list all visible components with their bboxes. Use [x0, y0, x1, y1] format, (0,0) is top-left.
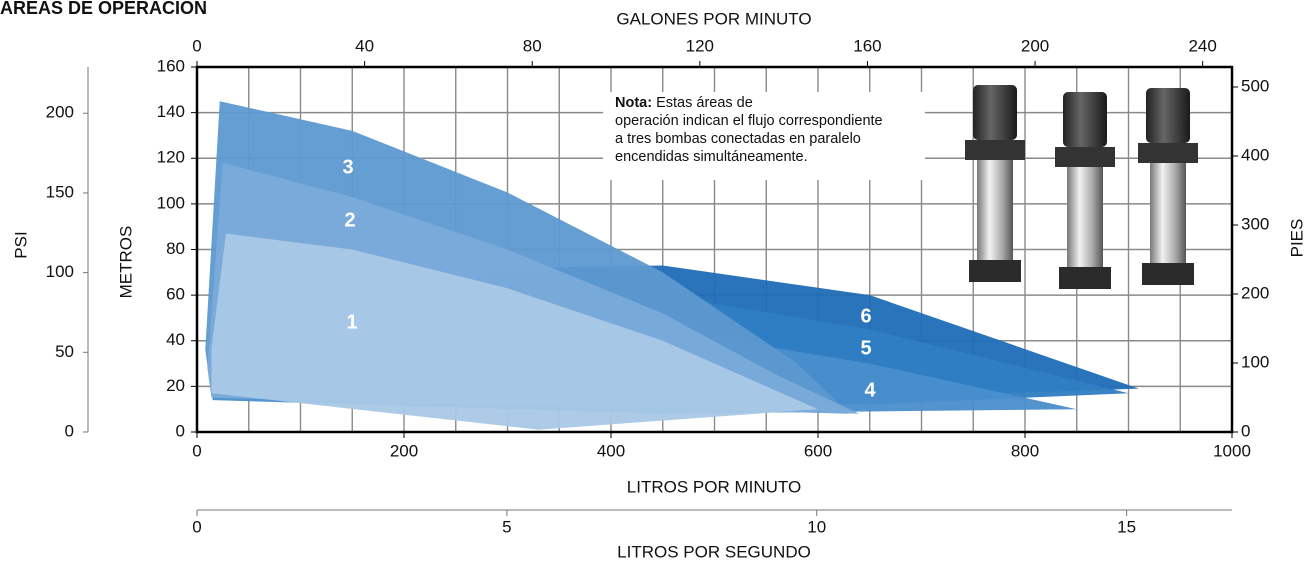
pump [965, 85, 1025, 282]
y-tick-label: 160 [157, 56, 185, 75]
area-label: 3 [342, 156, 353, 178]
top-tick-label: 0 [192, 36, 201, 55]
area-label: 2 [344, 209, 355, 231]
lps-tick-label: 10 [807, 517, 826, 536]
top-tick-label: 200 [1021, 36, 1049, 55]
x-tick-label: 600 [804, 441, 832, 460]
y-tick-label: 40 [166, 330, 185, 349]
right-tick-label: 500 [1241, 76, 1269, 95]
psi-tick-label: 100 [46, 262, 74, 281]
psi-tick-label: 200 [46, 103, 74, 122]
top-tick-label: 240 [1188, 36, 1216, 55]
note-line: a tres bombas conectadas en paralelo [615, 131, 861, 147]
note-label: Nota: [615, 95, 652, 111]
y-tick-label: 0 [176, 421, 185, 440]
top-tick-label: 80 [523, 36, 542, 55]
y-tick-label: 120 [157, 148, 185, 167]
right-tick-label: 100 [1241, 352, 1269, 371]
operating-area [211, 233, 819, 430]
y-tick-label: 80 [166, 239, 185, 258]
psi-tick-label: 50 [55, 342, 74, 361]
right-axis-label: PIES [1287, 219, 1306, 258]
y-tick-label: 140 [157, 102, 185, 121]
areas: 1 2 3 4 5 6 [205, 101, 1139, 430]
note-line: encendidas simultáneamente. [615, 149, 808, 165]
note-line: operación indican el flujo correspondien… [615, 113, 883, 129]
top-tick-label: 40 [355, 36, 374, 55]
y-tick-label: 60 [166, 285, 185, 304]
note: Nota: Estas áreas de operación indican e… [603, 92, 925, 180]
y-axis-label: METROS [116, 226, 135, 299]
lps-tick-label: 0 [192, 517, 201, 536]
top-tick-label: 160 [853, 36, 881, 55]
x-axis-label: LITROS POR MINUTO [627, 477, 801, 496]
x-tick-label: 800 [1011, 441, 1039, 460]
x-tick-label: 400 [597, 441, 625, 460]
pump-images [965, 85, 1198, 289]
x-tick-label: 1000 [1213, 441, 1251, 460]
x-tick-label: 0 [192, 441, 201, 460]
y-tick-label: 20 [166, 376, 185, 395]
area-label: 5 [860, 337, 871, 359]
y-tick-label: 100 [157, 193, 185, 212]
area-label: 1 [346, 311, 357, 333]
area-label: 4 [864, 379, 876, 401]
lps-axis-label: LITROS POR SEGUNDO [617, 542, 811, 561]
psi-tick-label: 150 [46, 182, 74, 201]
lps-tick-label: 5 [502, 517, 511, 536]
x-tick-label: 200 [390, 441, 418, 460]
right-tick-label: 0 [1241, 421, 1250, 440]
right-tick-label: 300 [1241, 214, 1269, 233]
area-label: 6 [860, 305, 871, 327]
note-text: Estas áreas de [656, 95, 753, 111]
chart-title: ÁREAS DE OPERACIÓN [0, 0, 207, 18]
lps-tick-label: 15 [1117, 517, 1136, 536]
psi-axis-label: PSI [11, 231, 30, 258]
top-tick-label: 120 [686, 36, 714, 55]
top-axis-label: GALONES POR MINUTO [616, 9, 811, 28]
right-tick-label: 200 [1241, 283, 1269, 302]
pump [1055, 92, 1115, 289]
pump [1138, 88, 1198, 285]
note-line: Nota: Estas áreas de [615, 95, 753, 111]
psi-tick-label: 0 [65, 421, 74, 440]
right-tick-label: 400 [1241, 145, 1269, 164]
note-box [603, 92, 925, 180]
